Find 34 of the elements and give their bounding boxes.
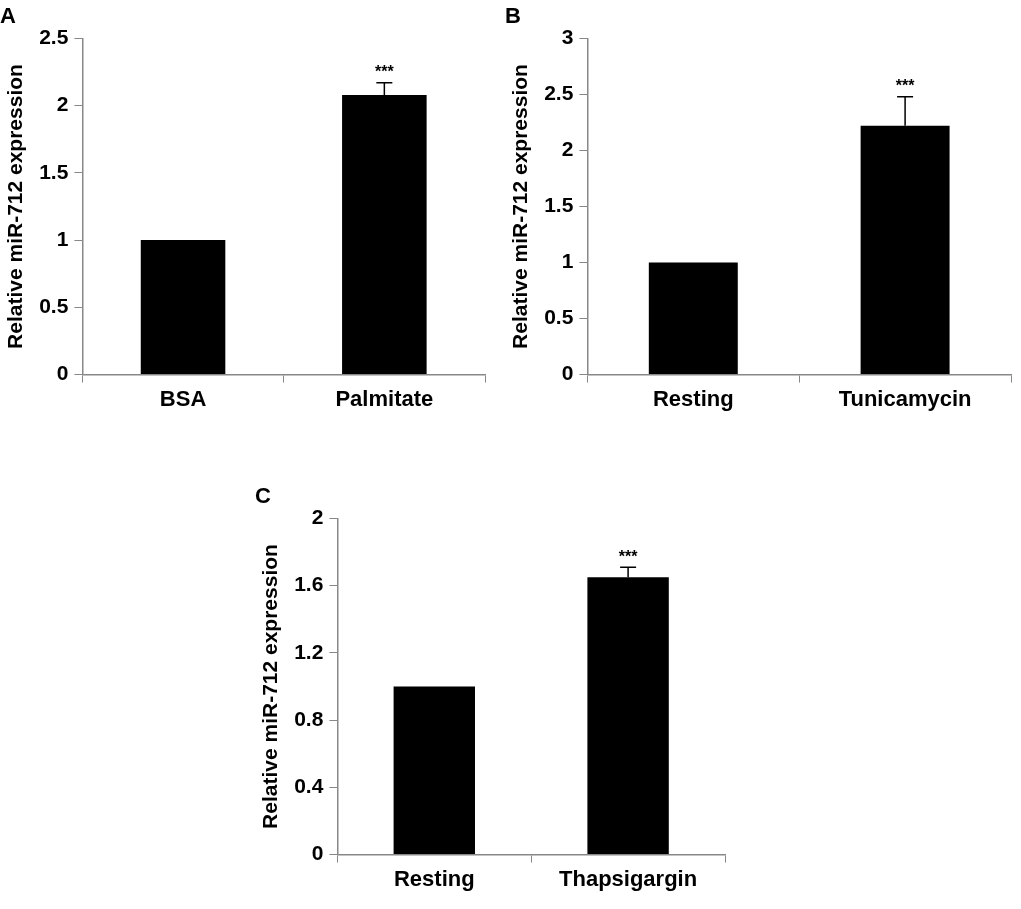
- y-tick-label: 2.5: [39, 25, 69, 49]
- y-tick-label: 0.8: [294, 706, 324, 730]
- y-tick-label: 2.5: [544, 81, 574, 105]
- y-tick-label: 1.5: [39, 159, 69, 183]
- x-tick-label: Tunicamycin: [838, 385, 972, 411]
- y-tick-label: 3: [561, 25, 574, 49]
- y-tick-label: 1: [561, 249, 574, 273]
- chart-title: C: [255, 483, 271, 509]
- y-tick-label: 0.5: [544, 305, 574, 329]
- y-tick-label: 0.4: [294, 774, 324, 798]
- y-tick-label: 2: [56, 92, 69, 116]
- y-tick-label: 0: [561, 361, 574, 385]
- annotation: ***: [375, 63, 395, 81]
- y-tick-label: 1.6: [294, 572, 324, 596]
- x-tick-label: Resting: [652, 385, 734, 411]
- y-tick-label: 2: [561, 137, 574, 161]
- y-tick-label: 2: [311, 505, 324, 529]
- chart-title: B: [505, 3, 521, 29]
- annotation: ***: [895, 77, 916, 95]
- y-axis-title: Relative miR-712 expression: [3, 64, 27, 349]
- y-axis-title: Relative miR-712 expression: [258, 544, 282, 829]
- annotation: ***: [618, 547, 639, 565]
- y-tick-label: 0.5: [39, 294, 69, 318]
- y-tick-label: 0: [56, 361, 69, 385]
- y-tick-label: 0: [311, 841, 324, 865]
- y-tick-label: 1.5: [544, 193, 574, 217]
- y-tick-label: 1: [56, 226, 69, 250]
- x-tick-label: BSA: [159, 385, 207, 411]
- y-tick-label: 1.2: [294, 639, 324, 663]
- x-tick-label: Resting: [393, 865, 475, 891]
- chart-title: A: [0, 3, 16, 29]
- x-tick-label: Palmitate: [335, 385, 434, 411]
- x-tick-label: Thapsigargin: [559, 865, 698, 891]
- y-axis-title: Relative miR-712 expression: [508, 64, 532, 349]
